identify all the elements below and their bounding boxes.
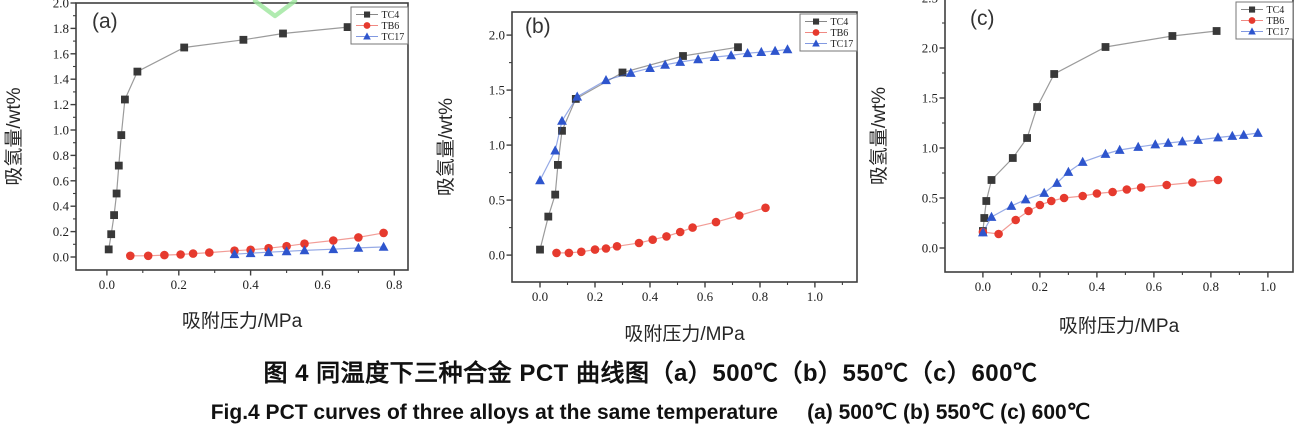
green-checkmark-path bbox=[252, 0, 298, 19]
series-tb6 bbox=[552, 203, 770, 258]
x-tick-label: 0.0 bbox=[975, 279, 991, 294]
y-tick-label: 1.0 bbox=[922, 141, 938, 156]
plot-box bbox=[944, 0, 1294, 273]
panel-letter: (b) bbox=[525, 15, 551, 38]
series-tc17 bbox=[978, 127, 1263, 237]
series-tb6 bbox=[126, 228, 388, 261]
chart-svg: 0.0 0.2 0.4 0.6 0.8 0.0 0.2 0.4 0.6 0.8 1.0 1.2 1.4 1… bbox=[3, 0, 409, 332]
plot-box bbox=[75, 2, 409, 271]
x-tick-label: 0.2 bbox=[171, 277, 187, 292]
x-tick-label: 0.8 bbox=[752, 289, 768, 304]
y-tick-label: 0.6 bbox=[53, 173, 70, 188]
legend-label-tc17: TC17 bbox=[1267, 27, 1290, 38]
y-axis-title: 吸氢量/wt% bbox=[3, 87, 25, 185]
plot-box bbox=[511, 11, 858, 283]
y-axis-title: 吸氢量/wt% bbox=[868, 87, 890, 185]
y-tick-label: 0.2 bbox=[53, 224, 69, 239]
y-tick-label: 0.5 bbox=[489, 193, 505, 208]
legend-label-tb6: TB6 bbox=[382, 21, 400, 32]
chart-panel-a: 0.0 0.2 0.4 0.6 0.8 0.0 0.2 0.4 0.6 0.8 1.0 1.2 1.4 1… bbox=[0, 0, 430, 360]
series-tb6 bbox=[978, 175, 1223, 239]
y-tick-label: 0.0 bbox=[922, 241, 938, 256]
panel-letter: (a) bbox=[92, 10, 118, 33]
legend-label-tc17: TC17 bbox=[382, 32, 405, 43]
x-tick-label: 0.6 bbox=[697, 289, 714, 304]
series-tc17 bbox=[535, 44, 793, 185]
x-tick-label: 0.4 bbox=[642, 289, 659, 304]
y-tick-label: 0.8 bbox=[53, 148, 69, 163]
charts-row: 0.0 0.2 0.4 0.6 0.8 0.0 0.2 0.4 0.6 0.8 1.0 1.2 1.4 1… bbox=[0, 0, 1301, 360]
y-tick-label: 1.5 bbox=[922, 91, 938, 106]
x-tick-label: 0.6 bbox=[1146, 279, 1163, 294]
series-tc4 bbox=[536, 43, 742, 254]
x-axis-title: 吸附压力/MPa bbox=[182, 310, 303, 332]
y-tick-label: 2.0 bbox=[53, 0, 69, 11]
y-tick-label: 1.4 bbox=[53, 72, 70, 87]
x-axis-title: 吸附压力/MPa bbox=[624, 323, 745, 345]
x-tick-label: 0.4 bbox=[1089, 279, 1106, 294]
figure-caption: 图 4 同温度下三种合金 PCT 曲线图（a）500℃（b）550℃（c）600… bbox=[0, 358, 1301, 428]
y-axis-title: 吸氢量/wt% bbox=[435, 98, 457, 196]
x-tick-label: 1.0 bbox=[807, 289, 823, 304]
x-tick-label: 1.0 bbox=[1260, 279, 1276, 294]
legend-label-tc4: TC4 bbox=[382, 10, 400, 21]
y-axis: 0.0 0.5 1.0 1.5 2.0 2.5 bbox=[922, 0, 945, 256]
y-tick-label: 0.4 bbox=[53, 199, 70, 214]
figure-caption-chinese: 图 4 同温度下三种合金 PCT 曲线图（a）500℃（b）550℃（c）600… bbox=[263, 360, 1038, 387]
y-tick-label: 1.2 bbox=[53, 97, 69, 112]
series-tc4 bbox=[979, 27, 1221, 235]
x-axis: 0.0 0.2 0.4 0.6 0.8 1.0 bbox=[975, 272, 1276, 294]
series-tc17 bbox=[229, 241, 389, 259]
panel-letter: (c) bbox=[970, 7, 995, 30]
y-tick-label: 1.0 bbox=[53, 123, 69, 138]
series-tc4 bbox=[104, 23, 352, 254]
x-tick-label: 0.4 bbox=[242, 277, 259, 292]
x-tick-label: 0.8 bbox=[1203, 279, 1219, 294]
x-axis: 0.0 0.2 0.4 0.6 0.8 1.0 bbox=[532, 282, 843, 304]
y-tick-label: 2.0 bbox=[489, 28, 505, 43]
legend-label-tc4: TC4 bbox=[831, 17, 849, 28]
y-tick-label: 0.0 bbox=[489, 248, 505, 263]
chart-panel-c: 0.00.20.40.60.81.00.00.51.01.52.02.5TC4T… bbox=[860, 0, 1301, 360]
legend-label-tc17: TC17 bbox=[831, 39, 854, 50]
x-tick-label: 0.0 bbox=[99, 277, 115, 292]
y-tick-label: 1.5 bbox=[489, 83, 505, 98]
chart-panel-b: 0.0 0.2 0.4 0.6 0.8 1.0 0.0 0.5 1.0 1.5 2.0 TC4 TB6 T… bbox=[430, 0, 860, 360]
y-tick-label: 2.0 bbox=[922, 41, 938, 56]
y-tick-label: 0.5 bbox=[922, 191, 938, 206]
y-axis: 0.0 0.5 1.0 1.5 2.0 bbox=[489, 28, 512, 263]
chart-svg: 0.00.20.40.60.81.00.00.51.01.52.02.5TC4T… bbox=[868, 0, 1294, 337]
y-tick-label: 1.0 bbox=[489, 138, 505, 153]
x-axis: 0.0 0.2 0.4 0.6 0.8 bbox=[99, 270, 402, 292]
x-tick-label: 0.8 bbox=[386, 277, 402, 292]
chart-svg: 0.0 0.2 0.4 0.6 0.8 1.0 0.0 0.5 1.0 1.5 2.0 TC4TB6T… bbox=[435, 11, 858, 345]
figure-caption-english: Fig.4 PCT curves of three alloys at the … bbox=[210, 401, 1091, 424]
y-tick-label: 2.5 bbox=[922, 0, 938, 6]
green-checkmark-watermark bbox=[252, 0, 298, 19]
x-tick-label: 0.2 bbox=[1032, 279, 1048, 294]
x-tick-label: 0.0 bbox=[532, 289, 548, 304]
x-axis-title: 吸附压力/MPa bbox=[1059, 315, 1180, 337]
legend-label-tb6: TB6 bbox=[831, 28, 849, 39]
legend-label-tb6: TB6 bbox=[1267, 16, 1285, 27]
legend-label-tc4: TC4 bbox=[1267, 5, 1285, 16]
y-tick-label: 1.8 bbox=[53, 21, 69, 36]
x-tick-label: 0.2 bbox=[587, 289, 603, 304]
y-axis: 0.0 0.2 0.4 0.6 0.8 1.0 1.2 1.4 1.6 1.8 2.0 bbox=[53, 0, 76, 265]
x-tick-label: 0.6 bbox=[314, 277, 331, 292]
y-tick-label: 0.0 bbox=[53, 250, 69, 265]
y-tick-label: 1.6 bbox=[53, 46, 70, 61]
